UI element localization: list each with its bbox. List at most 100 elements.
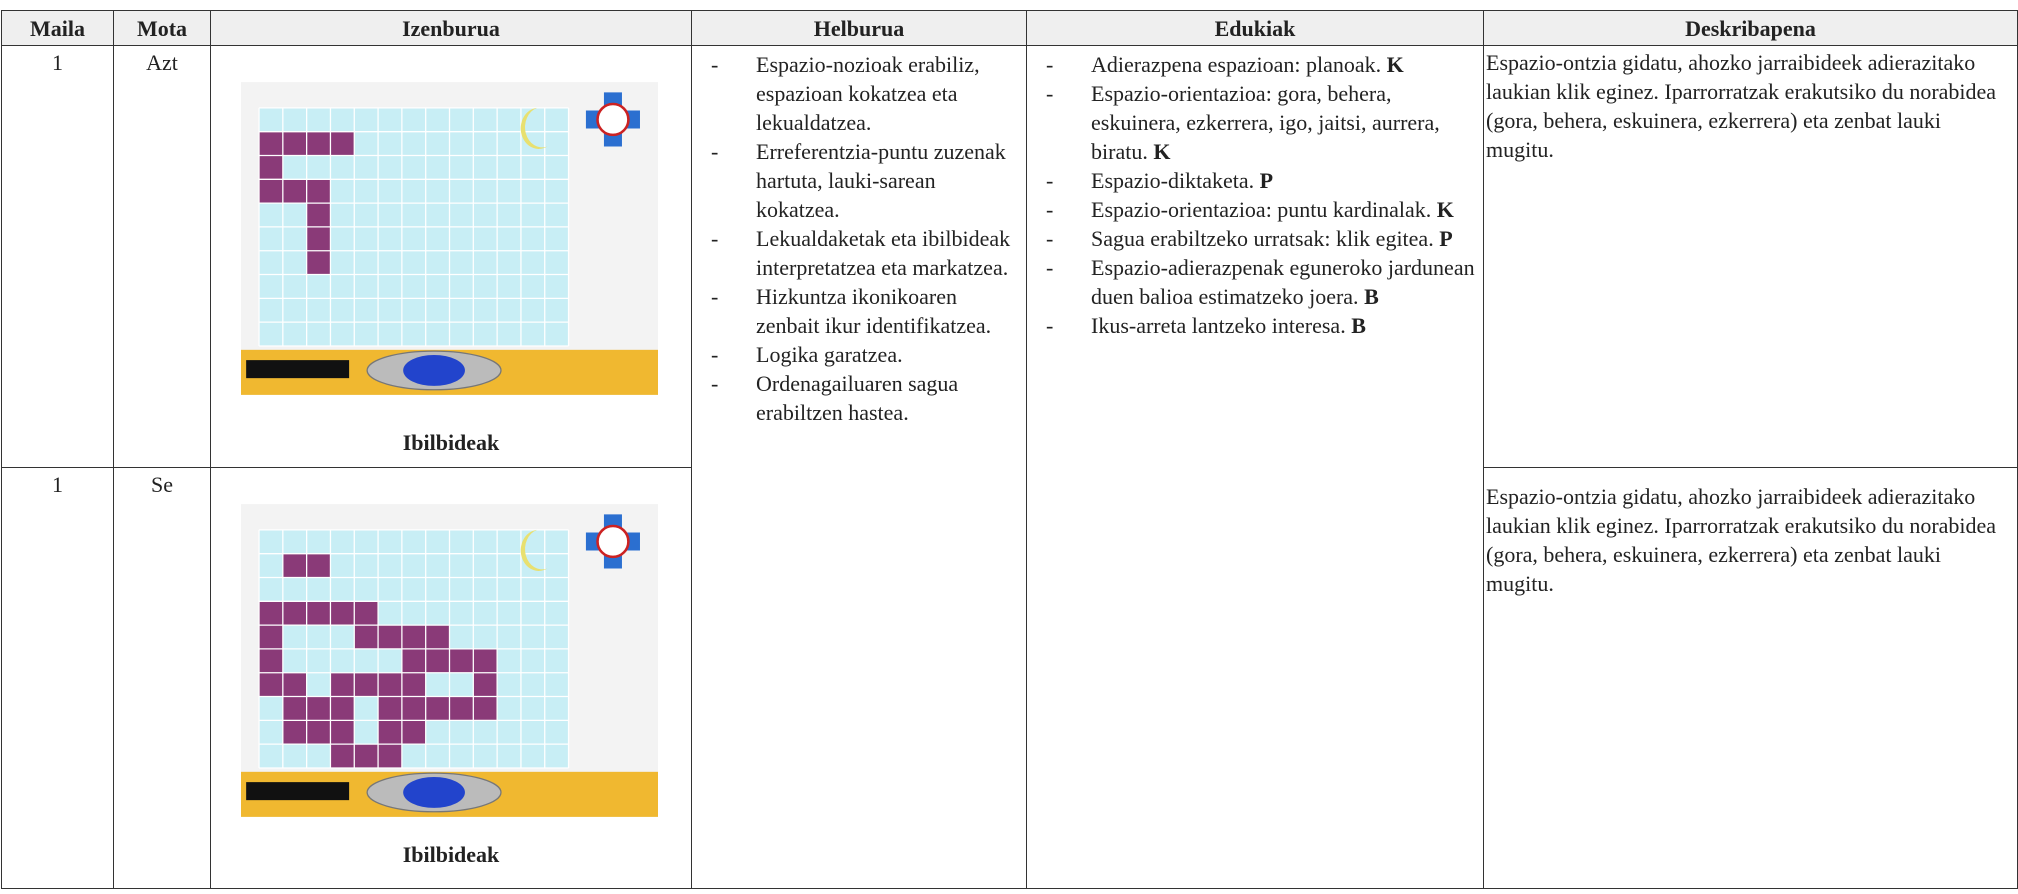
caption: Ibilbideak — [402, 430, 500, 455]
game-part — [306, 720, 331, 745]
game-part — [330, 744, 355, 768]
game-part — [282, 672, 307, 697]
game-part — [354, 601, 379, 626]
game-part — [259, 672, 283, 697]
game-part — [473, 648, 498, 673]
game-part — [425, 696, 450, 721]
title-cell: Ibilbideak — [210, 45, 692, 468]
game-part — [330, 131, 355, 156]
header-row: Maila Mota Izenburua Helburua Edukiak De… — [1, 10, 2018, 46]
content-item: Espazio-diktaketa. P — [1046, 166, 1479, 195]
content-item: Ikus-arreta lantzeko interesa. B — [1046, 311, 1479, 340]
content-code: B — [1364, 284, 1379, 309]
helburua-cell: Espazio-nozioak erabiliz, espazioan koka… — [691, 45, 1027, 889]
game-part — [306, 179, 331, 204]
header: Izenburua — [210, 10, 692, 46]
content-text: Espazio-diktaketa. — [1091, 168, 1255, 193]
content-code: K — [1436, 197, 1454, 222]
content-code: K — [1386, 52, 1404, 77]
goal-item: Erreferentzia-puntu zuzenak hartuta, lau… — [711, 137, 1022, 224]
content-item: Espazio-orientazioa: puntu kardinalak. K — [1046, 195, 1479, 224]
game-part — [449, 648, 474, 673]
game-part — [401, 672, 426, 697]
content-item: Espazio-adierazpenak eguneroko jardunean… — [1046, 253, 1479, 311]
content-code: K — [1153, 139, 1171, 164]
game-part — [246, 782, 350, 801]
goal-list: Espazio-nozioak erabiliz, espazioan koka… — [696, 50, 1022, 427]
mota: Se — [113, 467, 211, 889]
game-screenshot — [241, 82, 658, 395]
game-part — [401, 648, 426, 673]
page: {"table": { "headers": ["Maila", "Mota",… — [0, 10, 2018, 894]
mota: Azt — [113, 45, 211, 468]
title-cell: Ibilbideak — [210, 467, 692, 889]
game-screenshot — [241, 504, 658, 817]
content-text: Ikus-arreta lantzeko interesa. — [1091, 313, 1346, 338]
game-part — [354, 672, 379, 697]
header: Mota — [113, 10, 211, 46]
goal-item: Ordenagailuaren sagua erabiltzen hastea. — [711, 369, 1022, 427]
game-part — [306, 250, 331, 275]
row: 1 Se Ibilbideak Espazio-ontzia gidatu, a… — [1, 467, 2018, 889]
goal-item: Espazio-nozioak erabiliz, espazioan koka… — [711, 50, 1022, 137]
content-item: Adierazpena espazioan: planoak. K — [1046, 50, 1479, 79]
game-part — [306, 226, 331, 251]
content-text: Sagua erabiltzeko urratsak: klik egitea. — [1091, 226, 1434, 251]
game-part — [330, 672, 355, 697]
game-part — [259, 155, 283, 180]
description: Espazio-ontzia gidatu, ahozko jarraibide… — [1483, 45, 2018, 468]
content-item: Espazio-orientazioa: gora, behera, eskui… — [1046, 79, 1479, 166]
header: Helburua — [691, 10, 1027, 46]
game-part — [306, 601, 331, 626]
game-part — [306, 553, 331, 578]
game-part — [354, 744, 379, 768]
game-part — [330, 601, 355, 626]
game-part — [282, 720, 307, 745]
goal-item: Lekualdaketak eta ibilbideak interpretat… — [711, 224, 1022, 282]
game-part — [282, 179, 307, 204]
game-part — [282, 131, 307, 156]
game-part — [401, 720, 426, 745]
game-part — [259, 648, 283, 673]
game-part — [378, 696, 402, 721]
maila: 1 — [1, 45, 114, 468]
game-part — [306, 203, 331, 227]
game-part — [425, 625, 450, 649]
goal-item: Hizkuntza ikonikoaren zenbait ikur ident… — [711, 282, 1022, 340]
activity-table: Maila Mota Izenburua Helburua Edukiak De… — [1, 10, 2018, 889]
game-part — [259, 601, 283, 626]
game-part — [596, 102, 630, 137]
game-part — [246, 360, 350, 379]
content-code: P — [1259, 168, 1274, 193]
game-part — [520, 529, 548, 571]
game-part — [403, 354, 465, 386]
caption: Ibilbideak — [402, 842, 500, 867]
game-part — [378, 672, 402, 697]
game-part — [282, 553, 307, 578]
game-part — [403, 776, 465, 808]
content-text: Espazio-adierazpenak eguneroko jardunean… — [1091, 255, 1475, 309]
game-part — [401, 696, 426, 721]
header: Edukiak — [1026, 10, 1484, 46]
content-list: Adierazpena espazioan: planoak. KEspazio… — [1031, 50, 1479, 340]
game-part — [378, 744, 402, 768]
content-code: B — [1351, 313, 1366, 338]
game-part — [330, 720, 355, 745]
goal-item: Logika garatzea. — [711, 340, 1022, 369]
maila: 1 — [1, 467, 114, 889]
game-part — [473, 696, 498, 721]
description: Espazio-ontzia gidatu, ahozko jarraibide… — [1483, 467, 2018, 889]
game-part — [425, 648, 450, 673]
header: Maila — [1, 10, 114, 46]
game-part — [282, 601, 307, 626]
game-part — [596, 524, 630, 559]
content-code: P — [1439, 226, 1453, 251]
game-part — [520, 107, 548, 149]
game-part — [473, 672, 498, 697]
game-part — [306, 131, 331, 156]
row: 1 Azt Ibilbideak Espazio-nozioak erabili… — [1, 45, 2018, 889]
game-part — [401, 625, 426, 649]
game-part — [330, 696, 355, 721]
edukiak-cell: Adierazpena espazioan: planoak. KEspazio… — [1026, 45, 1484, 889]
content-text: Espazio-orientazioa: puntu kardinalak. — [1091, 197, 1432, 222]
